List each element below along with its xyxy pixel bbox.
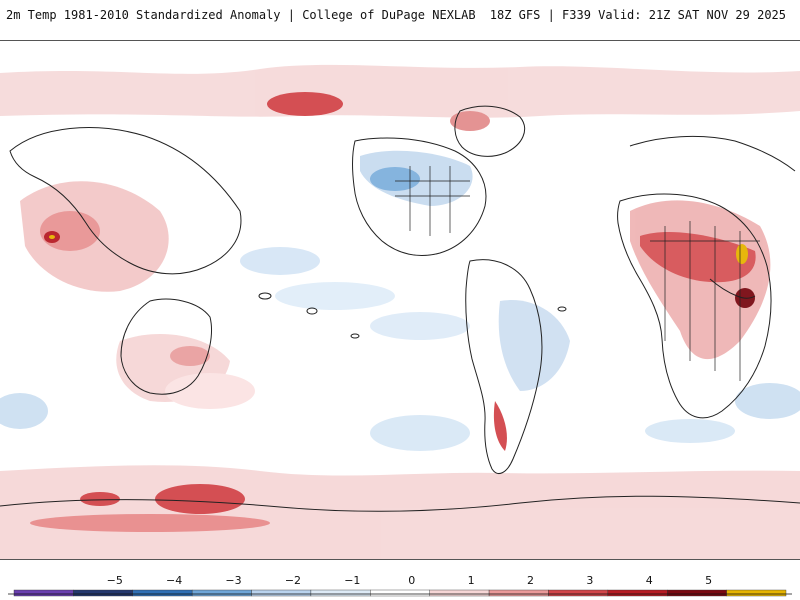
antarctica-outline [0,495,800,512]
coastlines [0,105,800,512]
south-atlantic-cool-patch [370,415,470,451]
asia-outline [9,127,242,275]
legend-tick-label: −3 [225,574,242,587]
legend-swatch [191,589,252,597]
indian-ocean-cool-patch [645,419,735,443]
greenland-warm-spot [450,111,490,131]
legend-swatch [370,589,430,597]
legend-swatch [13,589,74,597]
greenland-outline [454,105,525,157]
patagonia-hot-strip [493,401,507,451]
legend-tick-label: −4 [166,574,183,587]
legend-swatch [726,589,787,597]
africa-outline [617,193,772,419]
legend-tick-label: 0 [408,574,416,587]
small-islands [258,292,567,339]
europe-outline [629,135,796,172]
anomaly-map [0,41,800,559]
legend-tick-label: 5 [705,574,713,587]
island-3 [350,333,360,339]
south-america-outline [465,259,543,474]
island-4 [557,306,567,312]
southern-warm-band [0,465,800,559]
legend-swatch [429,589,490,597]
pacific-cool-patch-3 [370,312,470,340]
antarctic-hot-spot-2 [80,492,120,506]
arctic-warm-band [0,64,800,118]
legend-tick-label: 3 [586,574,594,587]
legend-swatch [251,589,312,597]
legend-swatch [73,589,133,597]
legend-swatch [548,589,609,597]
sahel-hot-band [640,231,756,283]
north-america-outline [352,137,487,256]
legend-tick-label: 2 [526,574,534,587]
legend-swatch [667,589,727,597]
ethiopia-extreme-core [736,244,748,264]
africa-political-borders [650,221,760,381]
legend-swatch [132,589,193,597]
legend-swatches [13,589,787,597]
legend-tick-label: 1 [467,574,475,587]
pacific-cool-patch-2 [275,282,395,310]
run-valid-time: 18Z GFS | F339 Valid: 21Z SAT NOV 29 202… [489,8,786,22]
east-africa-border-detail [709,278,756,299]
legend-tick-label: −1 [344,574,361,587]
australia-outline [120,298,212,395]
pacific-cool-patch-1 [240,247,320,275]
legend-swatch [310,589,371,597]
product-title: 2m Temp 1981-2010 Standardized Anomaly |… [6,8,476,22]
island-1 [258,292,272,300]
legend-tick-label: −2 [284,574,302,587]
legend-tick-label: 4 [645,574,653,587]
map-panel [0,40,800,560]
antarctic-hot-spot-1 [155,484,245,514]
tibet-extreme-core [49,235,55,239]
far-west-cool-patch [0,393,48,429]
indian-ocean-cool-patch-2 [735,383,800,419]
australia-warm-core [170,346,210,366]
arctic-hot-spot [267,92,343,116]
antarctic-warm-strip [30,514,270,532]
south-america-cold-area [498,300,570,391]
header: 2m Temp 1981-2010 Standardized Anomaly |… [0,0,800,40]
south-pacific-warm-patch [165,373,255,409]
legend-colorbar [8,589,792,597]
legend: −5 −4 −3 −2 −1 0 1 2 3 4 5 [0,560,800,600]
legend-tick-label: −5 [106,574,123,587]
legend-swatch [607,589,668,597]
north-america-political-borders [395,166,470,236]
north-america-cold-core [370,167,420,191]
legend-swatch [488,589,549,597]
island-2 [306,307,318,315]
